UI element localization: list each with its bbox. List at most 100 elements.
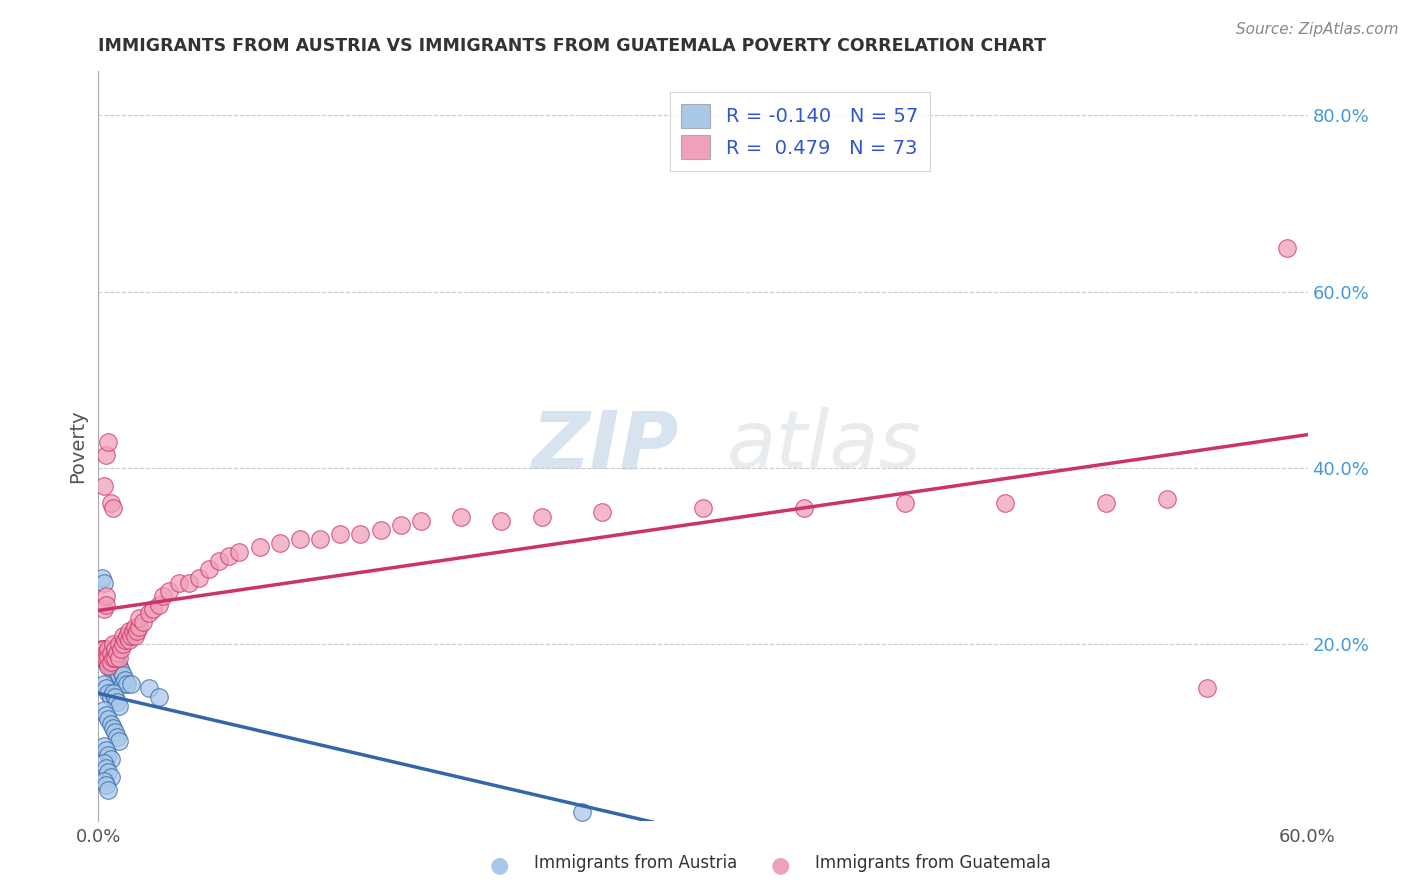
Point — [93, 774, 115, 789]
Point — [121, 624, 143, 639]
Point — [530, 509, 553, 524]
Point — [100, 655, 122, 669]
Point — [91, 641, 114, 656]
Point — [124, 620, 146, 634]
Point — [329, 527, 352, 541]
Point — [115, 677, 138, 691]
Point — [591, 505, 613, 519]
Point — [105, 695, 128, 709]
Point — [93, 650, 115, 665]
Point — [96, 778, 118, 792]
Point — [96, 598, 118, 612]
Point — [101, 664, 124, 678]
Point — [269, 536, 291, 550]
Point — [91, 571, 114, 585]
Point — [111, 668, 134, 682]
Point — [107, 659, 129, 673]
Point — [97, 712, 120, 726]
Text: ZIP: ZIP — [531, 407, 679, 485]
Point — [107, 668, 129, 682]
Point — [103, 725, 125, 739]
Text: Source: ZipAtlas.com: Source: ZipAtlas.com — [1236, 22, 1399, 37]
Point — [103, 690, 125, 705]
Point — [97, 646, 120, 660]
Text: IMMIGRANTS FROM AUSTRIA VS IMMIGRANTS FROM GUATEMALA POVERTY CORRELATION CHART: IMMIGRANTS FROM AUSTRIA VS IMMIGRANTS FR… — [98, 37, 1046, 54]
Point — [97, 641, 120, 656]
Legend: R = -0.140   N = 57, R =  0.479   N = 73: R = -0.140 N = 57, R = 0.479 N = 73 — [669, 92, 929, 171]
Point — [370, 523, 392, 537]
Point — [97, 747, 120, 762]
Point — [120, 628, 142, 642]
Point — [132, 615, 155, 630]
Point — [288, 532, 311, 546]
Point — [96, 743, 118, 757]
Point — [208, 553, 231, 567]
Point — [93, 650, 115, 665]
Point — [93, 703, 115, 717]
Point — [93, 602, 115, 616]
Point — [103, 668, 125, 682]
Point — [93, 739, 115, 753]
Point — [100, 650, 122, 665]
Point — [107, 637, 129, 651]
Point — [107, 699, 129, 714]
Point — [100, 716, 122, 731]
Point — [101, 686, 124, 700]
Point — [96, 655, 118, 669]
Point — [100, 646, 122, 660]
Point — [450, 509, 472, 524]
Point — [96, 681, 118, 696]
Point — [105, 730, 128, 744]
Point — [103, 659, 125, 673]
Point — [101, 637, 124, 651]
Point — [157, 584, 180, 599]
Point — [96, 761, 118, 775]
Point — [218, 549, 240, 564]
Point — [409, 514, 432, 528]
Point — [105, 655, 128, 669]
Point — [152, 589, 174, 603]
Point — [110, 641, 132, 656]
Point — [115, 628, 138, 642]
Point — [118, 632, 141, 647]
Point — [97, 659, 120, 673]
Point — [110, 664, 132, 678]
Text: atlas: atlas — [727, 407, 922, 485]
Point — [249, 541, 271, 555]
Point — [138, 607, 160, 621]
Point — [793, 500, 815, 515]
Point — [994, 496, 1017, 510]
Point — [101, 500, 124, 515]
Point — [93, 641, 115, 656]
Point — [93, 641, 115, 656]
Point — [228, 545, 250, 559]
Point — [111, 677, 134, 691]
Point — [91, 641, 114, 656]
Point — [100, 659, 122, 673]
Point — [167, 575, 190, 590]
Point — [96, 646, 118, 660]
Point — [120, 677, 142, 691]
Point — [491, 514, 513, 528]
Point — [93, 478, 115, 492]
Text: Immigrants from Guatemala: Immigrants from Guatemala — [815, 855, 1052, 872]
Point — [96, 448, 118, 462]
Point — [97, 782, 120, 797]
Point — [309, 532, 332, 546]
Point — [148, 598, 170, 612]
Point — [1156, 491, 1178, 506]
Text: ●: ● — [489, 855, 509, 875]
Point — [107, 650, 129, 665]
Point — [96, 589, 118, 603]
Point — [125, 624, 148, 639]
Point — [97, 686, 120, 700]
Point — [97, 650, 120, 665]
Point — [114, 673, 136, 687]
Point — [100, 690, 122, 705]
Point — [96, 646, 118, 660]
Point — [114, 632, 136, 647]
Point — [100, 496, 122, 510]
Point — [100, 752, 122, 766]
Point — [142, 602, 165, 616]
Point — [97, 659, 120, 673]
